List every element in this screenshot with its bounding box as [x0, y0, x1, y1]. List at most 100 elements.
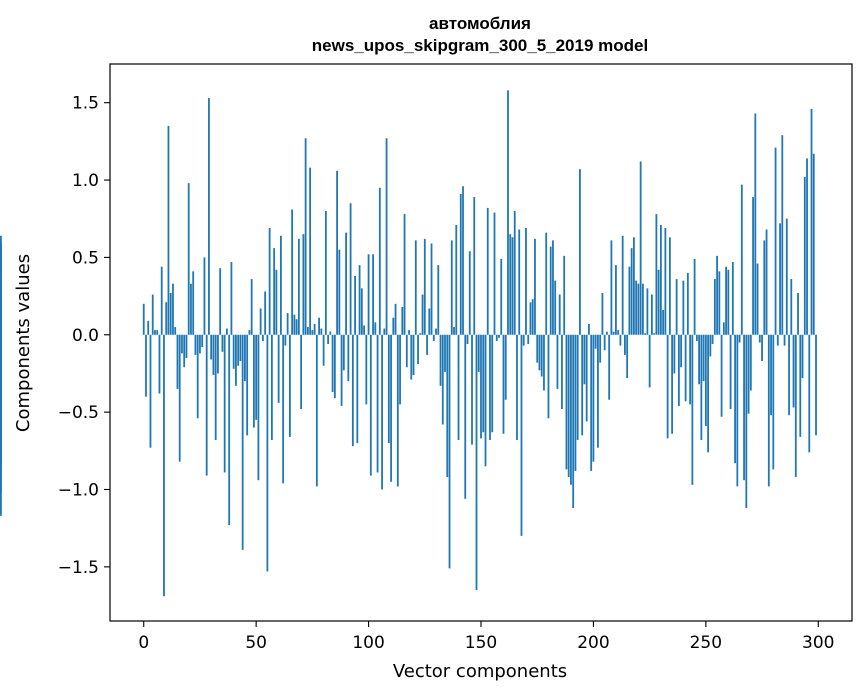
bar-12: [169, 292, 172, 335]
bar-211: [617, 330, 620, 335]
bar-36: [223, 334, 226, 473]
bar-130: [435, 328, 437, 335]
bar-146: [471, 334, 473, 445]
bar-272: [754, 113, 757, 335]
bar-187: [563, 255, 566, 335]
bar-149: [477, 334, 480, 372]
bar-103: [374, 322, 377, 335]
bar-143: [464, 334, 467, 499]
bar-24: [196, 334, 199, 419]
bar-114: [399, 334, 401, 405]
bar-undefined: [0, 292, 2, 335]
bar-115: [401, 306, 404, 335]
bar-125: [423, 238, 426, 335]
bar-127: [428, 308, 431, 335]
bar-58: [273, 248, 276, 335]
bar-111: [392, 317, 395, 335]
bar-71: [302, 234, 305, 335]
bar-86: [336, 170, 338, 335]
bar-94: [354, 275, 356, 335]
bar-217: [630, 248, 633, 335]
bar-299: [815, 334, 817, 436]
axes-group: 0 50 100 150 200 250 300 −1.5 −1.0 −0.5 0.0 0.5 1.0 1…: [58, 63, 853, 653]
bar-235: [671, 334, 674, 434]
bar-296: [808, 334, 811, 453]
bar-138: [453, 327, 455, 335]
bar-259: [725, 266, 727, 335]
bar-141: [459, 193, 462, 335]
bar-106: [381, 334, 383, 490]
bar-116: [403, 214, 406, 335]
bar-172: [529, 302, 532, 335]
bar-191: [572, 334, 575, 509]
bar-57: [270, 334, 273, 440]
bar-112: [394, 303, 397, 335]
bar-216: [628, 266, 631, 335]
bar-287: [788, 334, 790, 416]
bar-274: [758, 334, 761, 343]
bar-95: [356, 334, 359, 444]
bar-73: [306, 327, 309, 335]
bar-270: [749, 334, 752, 391]
bar-126: [426, 334, 428, 355]
bar-165: [513, 210, 516, 335]
bar-90: [345, 232, 347, 335]
bar-50: [255, 334, 258, 420]
bar-189: [567, 334, 570, 478]
bar-110: [390, 334, 392, 482]
bar-81: [324, 210, 327, 335]
bar-210: [615, 265, 617, 335]
bar-147: [473, 197, 476, 335]
bar-129: [432, 334, 435, 341]
bar-284: [781, 135, 784, 335]
bar-0: [142, 303, 145, 335]
bar-228: [655, 214, 658, 335]
bar-51: [257, 334, 260, 481]
bar-102: [372, 254, 374, 335]
bar-122: [417, 334, 419, 365]
bar-260: [727, 269, 730, 335]
bar-93: [351, 334, 354, 447]
bars-group: [0, 90, 817, 597]
bar-20: [187, 183, 190, 335]
bar-161: [504, 334, 507, 400]
bar-171: [527, 334, 530, 345]
bar-263: [734, 334, 736, 464]
bar-256: [718, 271, 721, 335]
bar-32: [214, 334, 217, 440]
bar-99: [365, 334, 368, 405]
bar-121: [414, 240, 417, 335]
bar-101: [369, 334, 372, 476]
bar-54: [264, 291, 267, 335]
chart-title: автомоблия: [429, 14, 531, 33]
bar-22: [192, 271, 195, 335]
bar-133: [441, 334, 444, 425]
bar-273: [756, 263, 759, 335]
bar-65: [288, 334, 291, 437]
bar-77: [315, 334, 318, 487]
bar-236: [673, 334, 676, 374]
bar-undefined: [0, 334, 2, 388]
bar-206: [606, 331, 608, 335]
bar-25: [199, 334, 201, 354]
bar-166: [516, 334, 518, 440]
bar-195: [581, 334, 584, 436]
bar-267: [743, 334, 745, 481]
bar-78: [318, 317, 321, 335]
bar-193: [576, 334, 579, 440]
bar-23: [194, 334, 197, 355]
bar-1: [145, 334, 147, 397]
bar-248: [700, 334, 703, 440]
bar-42: [237, 334, 240, 366]
bar-97: [360, 288, 363, 335]
bar-190: [570, 334, 572, 485]
bar-285: [783, 334, 786, 346]
x-tick-label-250: 250: [690, 633, 722, 653]
bar-153: [486, 207, 489, 335]
bar-49: [253, 334, 255, 428]
bar-292: [799, 334, 802, 437]
bar-7: [158, 334, 161, 394]
bar-207: [608, 334, 611, 400]
